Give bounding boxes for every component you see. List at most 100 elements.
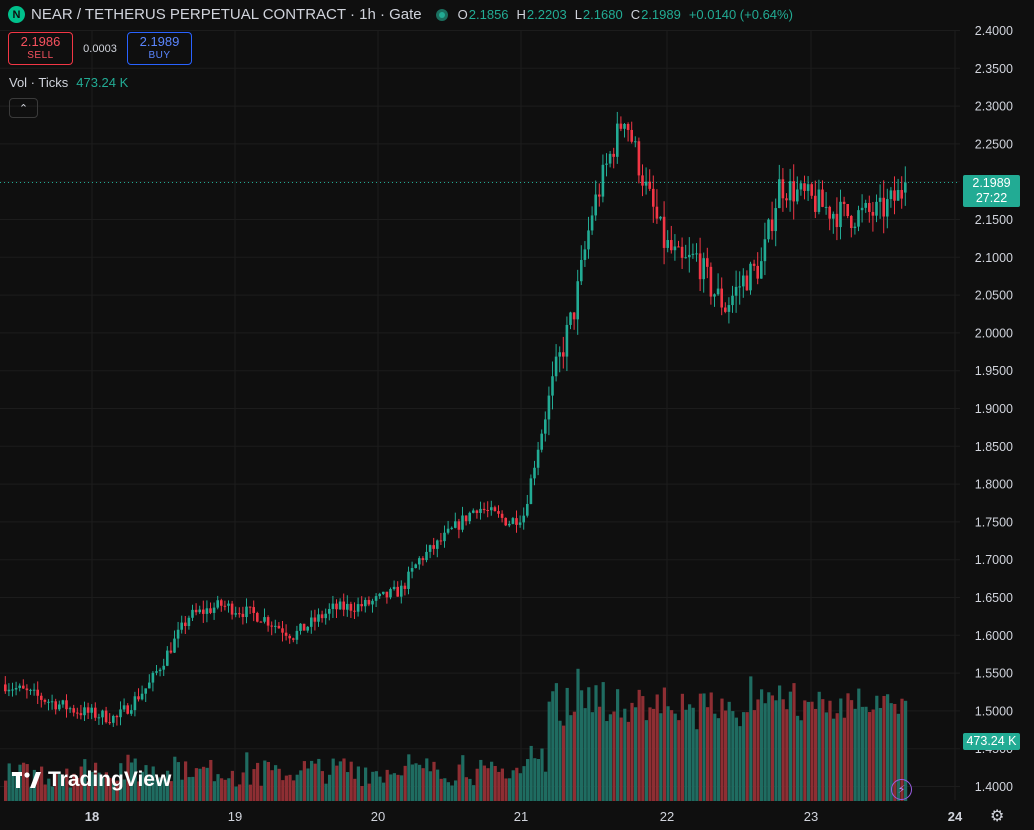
volume-bar — [230, 770, 234, 801]
symbol-title[interactable]: NEAR / TETHERUS PERPETUAL CONTRACT · 1h … — [31, 6, 422, 23]
candle-body — [407, 571, 410, 589]
volume-bar — [583, 708, 587, 801]
candle-body — [749, 263, 752, 291]
candle-body — [605, 163, 608, 165]
volume-bar — [356, 766, 360, 801]
volume-bar — [54, 771, 58, 801]
volume-bar — [655, 694, 659, 801]
price-tick-label: 1.5000 — [975, 704, 1013, 718]
candle-body — [486, 509, 489, 511]
candle-body — [490, 507, 493, 511]
current-price: 2.1989 — [972, 176, 1011, 190]
market-status-icon[interactable] — [435, 8, 448, 21]
price-tick-label: 2.0000 — [975, 326, 1013, 340]
volume-bar — [47, 778, 51, 801]
spread-value: 0.0003 — [83, 42, 117, 55]
candle-body — [677, 246, 680, 248]
volume-bar — [580, 690, 584, 801]
candle-body — [558, 352, 561, 357]
candle-body — [540, 433, 543, 450]
volume-bar — [400, 775, 404, 801]
volume-bar — [896, 713, 900, 801]
volume-bar — [752, 710, 756, 801]
candle-body — [745, 275, 749, 291]
price-tick-label: 1.8000 — [975, 478, 1013, 492]
volume-bar — [857, 688, 861, 801]
volume-bar — [313, 763, 317, 801]
candle-body — [90, 707, 93, 713]
candle-body — [608, 153, 612, 164]
lightning-icon[interactable]: ⚡ — [891, 779, 912, 800]
buy-button[interactable]: 2.1989 BUY — [127, 32, 192, 65]
volume-bar — [652, 708, 656, 801]
volume-bar — [662, 687, 666, 801]
candle-body — [313, 617, 317, 622]
volume-bar — [630, 702, 634, 801]
candle-body — [770, 219, 774, 232]
volume-bar — [533, 758, 537, 801]
ohlc-values: O2.1856 H2.2203 L2.1680 C2.1989 +0.0140 … — [457, 7, 793, 22]
candle-body — [691, 253, 695, 255]
volume-bar — [428, 771, 432, 801]
candle-body — [410, 568, 414, 572]
candle-body — [500, 513, 504, 518]
candle-body — [562, 352, 565, 357]
candle-body — [889, 190, 893, 200]
volume-bar — [666, 706, 670, 801]
sell-price: 2.1986 — [20, 33, 61, 49]
tradingview-logo[interactable]: TradingView — [12, 768, 171, 792]
volume-bar — [245, 752, 249, 801]
candle-body — [346, 603, 349, 610]
candle-body — [709, 266, 713, 297]
volume-bar — [814, 708, 818, 801]
time-tick-label: 21 — [514, 809, 528, 824]
candle-body — [284, 632, 288, 636]
chevron-up-icon: ⌃ — [18, 102, 29, 115]
candle-body — [11, 689, 14, 691]
candle-body — [824, 206, 828, 208]
volume-bar — [68, 787, 72, 801]
candle-body — [43, 699, 47, 702]
volume-bar — [461, 755, 465, 801]
volume-bar — [504, 778, 508, 801]
volume-bar — [364, 767, 368, 801]
volume-bar — [342, 758, 346, 801]
volume-bar — [151, 766, 155, 801]
volume-legend[interactable]: Vol · Ticks 473.24 K — [9, 75, 128, 90]
volume-bar — [875, 695, 879, 801]
volume-bar — [670, 710, 674, 801]
volume-bar — [551, 691, 555, 801]
volume-bar — [227, 778, 231, 801]
candle-body — [644, 181, 648, 186]
volume-bar — [234, 786, 238, 801]
candle-body — [497, 511, 500, 514]
volume-bar — [634, 707, 638, 801]
volume-bar — [295, 774, 299, 801]
candle-body — [680, 246, 684, 258]
volume-bar — [385, 769, 389, 801]
candle-countdown: 27:22 — [975, 191, 1008, 205]
volume-bar — [871, 709, 875, 801]
volume-bar — [680, 693, 684, 801]
volume-bar — [716, 718, 720, 801]
volume-bar — [526, 759, 530, 801]
sell-button[interactable]: 2.1986 SELL — [8, 32, 73, 65]
volume-bar — [133, 758, 137, 801]
candle-body — [342, 601, 345, 610]
volume-bar — [738, 726, 742, 801]
volume-bar — [742, 712, 746, 801]
candle-body — [637, 141, 641, 176]
candle-body — [619, 123, 623, 129]
price-tick-label: 1.4000 — [975, 780, 1013, 794]
gear-icon[interactable]: ⚙ — [990, 808, 1005, 825]
collapse-legend-button[interactable]: ⌃ — [9, 98, 38, 118]
volume-bar — [497, 771, 501, 801]
price-tick-label: 1.8500 — [975, 440, 1013, 454]
volume-bar — [734, 717, 738, 801]
volume-bar — [882, 695, 886, 801]
volume-bar — [4, 780, 8, 801]
high-value: 2.2203 — [526, 7, 567, 22]
volume-bar — [198, 768, 202, 801]
volume-bar — [97, 772, 101, 801]
